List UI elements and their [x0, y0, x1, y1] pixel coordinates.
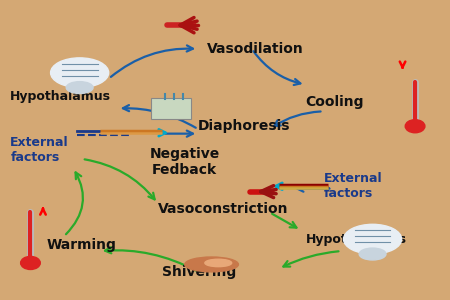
FancyBboxPatch shape — [151, 98, 191, 119]
Text: Negative
Fedback: Negative Fedback — [149, 147, 220, 177]
Ellipse shape — [343, 224, 402, 254]
Text: Hypothalamus: Hypothalamus — [306, 233, 406, 246]
Text: Vasoconstriction: Vasoconstriction — [158, 202, 288, 216]
Text: Shivering: Shivering — [162, 265, 237, 279]
Text: Warming: Warming — [46, 238, 116, 252]
Text: External
factors: External factors — [10, 136, 69, 164]
Circle shape — [21, 256, 40, 269]
Ellipse shape — [205, 259, 232, 267]
Ellipse shape — [66, 82, 93, 94]
Circle shape — [405, 120, 425, 133]
Text: External
factors: External factors — [324, 172, 382, 200]
Text: Hypothalamus: Hypothalamus — [10, 90, 111, 103]
Text: Diaphoresis: Diaphoresis — [198, 119, 291, 133]
Ellipse shape — [50, 58, 109, 88]
Text: Vasodilation: Vasodilation — [207, 42, 304, 56]
Ellipse shape — [185, 257, 238, 272]
Text: Cooling: Cooling — [306, 95, 364, 110]
Ellipse shape — [359, 248, 386, 260]
